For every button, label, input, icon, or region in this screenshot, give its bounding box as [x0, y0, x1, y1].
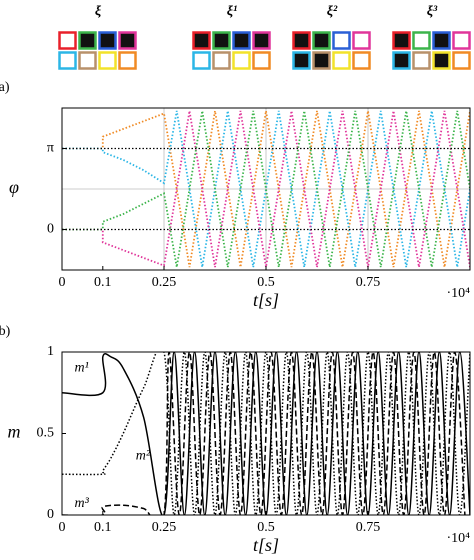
pattern-cell — [392, 31, 411, 50]
series-label: m² — [136, 449, 151, 464]
pattern-label: ξ³ — [427, 4, 438, 19]
x-tick-label: 0.1 — [94, 275, 112, 290]
x-tick-label: 0.1 — [94, 520, 112, 535]
y-tick-label: 0 — [47, 507, 54, 522]
pattern-cell — [58, 31, 77, 50]
pattern-cell — [232, 31, 251, 50]
x-axis-label: t[s] — [253, 290, 279, 310]
x-tick-label: 0.5 — [257, 520, 275, 535]
x-tick-label: 0.5 — [257, 275, 275, 290]
plot-area — [62, 352, 470, 515]
pattern-cell — [212, 31, 231, 50]
series-label: m¹ — [75, 361, 89, 376]
series-line — [62, 110, 470, 268]
pattern-cell — [312, 31, 331, 50]
pattern-cell — [392, 51, 411, 70]
pattern-cell — [312, 51, 331, 70]
pattern-cell — [78, 51, 97, 70]
pattern-cell — [292, 31, 311, 50]
series-line — [62, 110, 470, 268]
x-multiplier: ·10⁴ — [446, 531, 470, 546]
series-line — [62, 110, 470, 268]
pattern-cell — [78, 31, 97, 50]
x-tick-label: 0 — [59, 275, 66, 290]
pattern-cell — [292, 51, 311, 70]
pattern-cell — [432, 51, 451, 70]
pattern-label: ξ — [95, 4, 102, 19]
pattern-cell — [332, 51, 351, 70]
y-tick-label: 0.5 — [37, 426, 55, 441]
series-line — [62, 352, 466, 515]
pattern-cell — [452, 31, 471, 50]
pattern-cell — [412, 31, 431, 50]
pattern-cell — [452, 51, 471, 70]
pattern-cell — [118, 51, 137, 70]
pattern-cell — [332, 31, 351, 50]
y-tick-label: π — [47, 141, 54, 156]
plot-area — [62, 110, 470, 268]
pattern-cell — [192, 31, 211, 50]
x-multiplier: ·10⁴ — [446, 286, 470, 301]
pattern-cell — [252, 51, 271, 70]
pattern-label: ξ¹ — [227, 4, 238, 19]
y-axis-label: φ — [9, 177, 19, 197]
pattern-cell — [98, 51, 117, 70]
x-axis-label: t[s] — [253, 535, 279, 555]
series-label: m³ — [75, 496, 90, 511]
pattern-cell — [58, 51, 77, 70]
pattern-cell — [252, 31, 271, 50]
panel-label: (a) — [0, 80, 10, 95]
y-tick-label: 0 — [47, 222, 54, 237]
x-tick-label: 0.25 — [152, 520, 177, 535]
series-line — [62, 352, 470, 515]
panel-label: (b) — [0, 324, 11, 339]
x-tick-label: 0 — [59, 520, 66, 535]
pattern-cell — [432, 31, 451, 50]
x-tick-label: 0.75 — [356, 275, 381, 290]
pattern-cell — [118, 31, 137, 50]
pattern-cell — [352, 31, 371, 50]
pattern-cell — [232, 51, 251, 70]
pattern-cell — [98, 31, 117, 50]
y-axis-label: m — [8, 422, 21, 442]
pattern-cell — [352, 51, 371, 70]
y-tick-label: 1 — [47, 344, 54, 359]
x-tick-label: 0.25 — [152, 275, 177, 290]
pattern-cell — [412, 51, 431, 70]
pattern-label: ξ² — [327, 4, 338, 19]
pattern-cell — [192, 51, 211, 70]
x-tick-label: 0.75 — [356, 520, 381, 535]
pattern-cell — [212, 51, 231, 70]
